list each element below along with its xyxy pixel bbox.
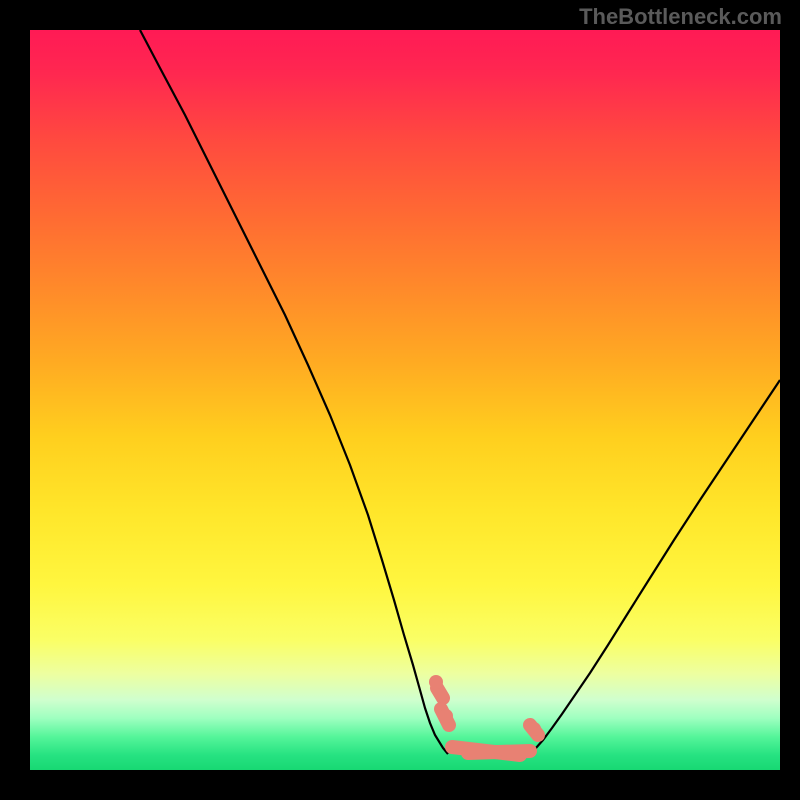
bottom-stroke-segment <box>468 751 530 753</box>
plot-background <box>30 30 780 770</box>
plot-svg <box>30 30 780 770</box>
plot-area <box>30 30 780 770</box>
chart-frame: TheBottleneck.com <box>0 0 800 800</box>
bottom-stroke-dot <box>527 722 541 736</box>
watermark-text: TheBottleneck.com <box>579 4 782 30</box>
bottom-stroke-dot <box>429 675 443 689</box>
bottom-stroke-segment <box>437 688 443 698</box>
bottom-stroke-dot <box>439 709 453 723</box>
